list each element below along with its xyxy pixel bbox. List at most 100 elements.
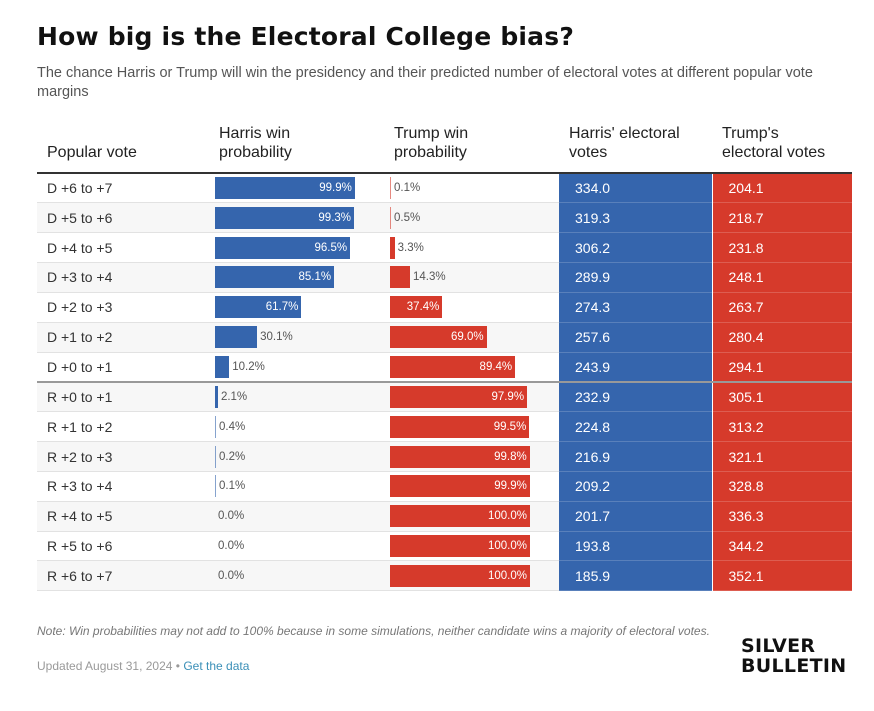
trump-win-cell: 99.9% [384,471,559,501]
harris-bar-wrap: 0.1% [215,475,355,498]
popular-vote-margin: D +1 to +2 [37,322,209,353]
popular-vote-margin: D +2 to +3 [47,299,113,316]
trump-win-cell: 3.3% [384,233,559,263]
header-trump-win: Trump win probability [384,124,559,173]
table-row: R +2 to +3 0.2% 99.8% 216.9 321.1 [37,441,852,472]
electoral-bias-table: Popular vote Harris win probability Trum… [37,124,852,592]
trump-win-cell: 0.1% [384,173,559,203]
table-row: R +4 to +5 0.0% 100.0% 201.7 336.3 [37,501,852,532]
trump-electoral-votes: 321.1 [712,441,852,472]
header-trump-win-label: Trump win probability [394,125,469,161]
harris-win-cell: 99.9% [209,173,384,203]
trump-win-cell: 37.4% [384,292,559,322]
harris-win-label: 85.1% [298,271,332,284]
harris-bar-wrap: 85.1% [215,266,355,289]
harris-win-bar [215,415,216,438]
updated-date: Updated August 31, 2024 [37,659,173,673]
trump-electoral-votes: 344.2 [712,531,852,562]
trump-win-cell: 69.0% [384,322,559,353]
popular-vote-margin: D +5 to +6 [37,202,209,233]
header-harris-win: Harris win probability [209,124,384,173]
header-trump-ev: Trump's electoral votes [712,124,852,173]
harris-electoral-votes: 185.9 [559,560,713,592]
popular-vote-margin: R +4 to +5 [37,501,209,532]
harris-win-cell: 0.4% [209,412,384,442]
trump-win-bar [390,206,391,229]
table-row: R +1 to +2 0.4% 99.5% 224.8 313.2 [37,411,852,443]
harris-bar-wrap: 0.0% [215,535,355,557]
footer-separator: • [172,659,184,673]
logo-line-2: BULLETIN [741,655,847,677]
trump-electoral-votes: 280.4 [712,322,852,353]
table-row: D +6 to +7 99.9% 0.1% 334.0 204.1 [37,173,852,204]
trump-electoral-votes: 328.8 [712,471,852,502]
harris-win-bar [215,445,216,468]
harris-bar-wrap: 0.0% [215,565,355,587]
trump-win-label: 14.3% [413,271,446,284]
logo-line-1: SILVER [741,635,816,657]
trump-bar-wrap: 99.8% [390,445,530,468]
trump-win-cell: 14.3% [384,262,559,293]
harris-bar-wrap: 0.2% [215,445,355,468]
harris-win-bar [215,386,218,409]
table-body: D +6 to +7 99.9% 0.1% 334.0 204.1 D +5 to +6 9… [37,173,852,592]
harris-win-bar: 85.1% [215,266,335,289]
footnote: Note: Win probabilities may not add to 1… [37,624,710,638]
get-data-link[interactable]: Get the data [183,659,250,673]
harris-win-label: 99.9% [319,182,352,195]
popular-vote-margin: R +1 to +2 [47,418,113,435]
trump-win-bar: 37.4% [390,296,443,319]
harris-electoral-votes: 232.9 [559,381,713,413]
harris-win-label: 96.5% [314,241,348,254]
trump-win-cell: 100.0% [384,531,559,561]
harris-electoral-votes: 201.7 [559,501,713,532]
harris-bar-wrap: 0.0% [215,505,355,527]
harris-win-label: 0.0% [218,569,245,582]
trump-win-bar [390,266,411,289]
table-row: R +6 to +7 0.0% 100.0% 185.9 352.1 [37,560,852,592]
trump-electoral-votes: 218.7 [712,202,852,234]
harris-electoral-votes: 216.9 [559,441,713,472]
trump-electoral-votes: 336.3 [712,501,852,532]
harris-win-bar [215,475,216,498]
harris-win-bar: 99.3% [215,206,355,229]
harris-win-cell: 0.0% [209,501,384,532]
harris-win-label: 0.0% [218,510,245,523]
header-harris-ev: Harris' electoral votes [559,124,712,173]
harris-bar-wrap: 30.1% [215,326,355,349]
harris-win-cell: 0.2% [209,441,384,472]
harris-bar-wrap: 96.5% [215,236,355,259]
header-harris-win-label: Harris win probability [219,125,292,161]
harris-win-label: 2.1% [220,391,248,404]
harris-win-label: 99.3% [318,211,352,224]
trump-bar-wrap: 99.5% [390,415,530,438]
trump-electoral-votes: 263.7 [712,292,852,323]
harris-electoral-votes: 209.2 [559,471,713,502]
popular-vote-margin: R +0 to +1 [37,381,209,412]
popular-vote-margin: R +2 to +3 [37,441,209,472]
trump-win-bar [390,236,395,259]
trump-bar-wrap: 69.0% [390,326,530,349]
harris-electoral-votes: 257.6 [559,322,713,353]
harris-win-cell: 85.1% [209,262,384,293]
table-header-row: Popular vote Harris win probability Trum… [37,124,852,173]
trump-bar-wrap: 100.0% [390,564,530,587]
harris-win-label: 0.4% [219,420,246,433]
trump-bar-wrap: 100.0% [390,505,530,528]
trump-win-label: 100.0% [487,569,527,582]
trump-win-cell: 99.5% [384,412,559,442]
harris-win-cell: 0.0% [209,560,384,591]
trump-win-bar: 69.0% [390,326,487,349]
trump-bar-wrap: 0.5% [390,206,530,229]
header-trump-ev-label: Trump's electoral votes [722,125,826,161]
silver-bulletin-logo: SILVER BULLETIN [741,636,846,676]
table-row: D +1 to +2 30.1% 69.0% 257.6 280.4 [37,322,852,353]
trump-win-bar: 100.0% [390,535,530,558]
harris-electoral-votes: 243.9 [559,352,713,383]
trump-win-label: 99.5% [493,420,527,433]
table-row: R +0 to +1 2.1% 97.9% 232.9 305.1 [37,381,852,413]
table-row: D +2 to +3 61.7% 37.4% 274.3 263.7 [37,292,852,323]
harris-electoral-votes: 224.8 [559,411,713,443]
trump-win-bar [390,177,391,200]
harris-win-cell: 10.2% [209,352,384,382]
